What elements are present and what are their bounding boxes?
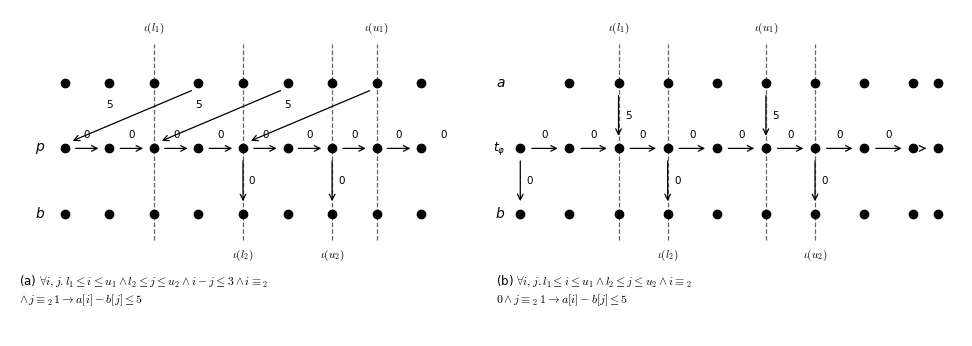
Text: 0: 0 — [591, 130, 597, 140]
Text: 5: 5 — [284, 100, 291, 110]
Text: $b$: $b$ — [496, 206, 505, 221]
Text: 0: 0 — [84, 130, 90, 140]
Text: 5: 5 — [195, 100, 202, 110]
Text: 0: 0 — [262, 130, 268, 140]
Text: $p$: $p$ — [35, 141, 46, 156]
Text: 0: 0 — [821, 176, 828, 186]
Text: 0: 0 — [527, 176, 534, 186]
Text: 0: 0 — [249, 176, 256, 186]
Text: $a$: $a$ — [496, 76, 505, 90]
Text: 5: 5 — [106, 100, 113, 110]
Text: 0: 0 — [689, 130, 695, 140]
Text: 0: 0 — [440, 130, 447, 140]
Text: $\iota(l_1)$: $\iota(l_1)$ — [143, 21, 164, 36]
Text: $\iota(l_1)$: $\iota(l_1)$ — [608, 21, 629, 36]
Text: (b) $\forall i, j. l_1 \leq i \leq u_1 \wedge l_2 \leq j \leq u_2 \wedge i {\equ: (b) $\forall i, j. l_1 \leq i \leq u_1 \… — [496, 273, 692, 308]
Text: 0: 0 — [738, 130, 745, 140]
Text: 0: 0 — [306, 130, 313, 140]
Text: 0: 0 — [173, 130, 180, 140]
Text: 0: 0 — [351, 130, 358, 140]
Text: 0: 0 — [640, 130, 646, 140]
Text: 0: 0 — [885, 130, 892, 140]
Text: 0: 0 — [338, 176, 344, 186]
Text: $\iota(u_2)$: $\iota(u_2)$ — [320, 248, 344, 263]
Text: 5: 5 — [773, 111, 779, 121]
Text: 5: 5 — [625, 111, 632, 121]
Text: 0: 0 — [674, 176, 680, 186]
Text: 0: 0 — [787, 130, 794, 140]
Text: $\iota(l_2)$: $\iota(l_2)$ — [657, 248, 678, 263]
Text: 0: 0 — [836, 130, 843, 140]
Text: (a) $\forall i, j. l_1 \leq i \leq u_1 \wedge l_2 \leq j \leq u_2 \wedge i - j \: (a) $\forall i, j. l_1 \leq i \leq u_1 \… — [19, 273, 269, 308]
Text: 0: 0 — [541, 130, 548, 140]
Text: $b$: $b$ — [35, 206, 46, 221]
Text: 0: 0 — [128, 130, 135, 140]
Text: $t_\varphi$: $t_\varphi$ — [493, 140, 505, 157]
Text: $\iota(u_1)$: $\iota(u_1)$ — [364, 21, 389, 36]
Text: 0: 0 — [396, 130, 402, 140]
Text: $\iota(l_2)$: $\iota(l_2)$ — [232, 248, 254, 263]
Text: $\iota(u_2)$: $\iota(u_2)$ — [803, 248, 827, 263]
Text: $\iota(u_1)$: $\iota(u_1)$ — [753, 21, 779, 36]
Text: 0: 0 — [218, 130, 224, 140]
